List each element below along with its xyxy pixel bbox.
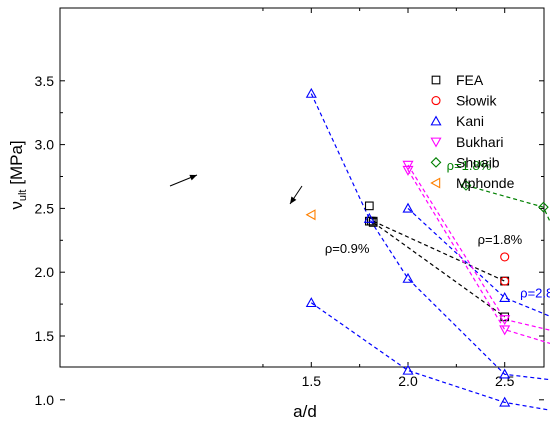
legend-marker-mphonde [430, 177, 441, 189]
mphonde-data-point [305, 209, 316, 221]
y-axis-label-main: ν [7, 201, 26, 210]
kani-data-point [499, 396, 511, 407]
legend-label-kani: Kani [456, 113, 484, 129]
y-tick-label: 2.0 [35, 264, 55, 280]
y-axis-label-unit: [MPa] [7, 140, 26, 189]
annotations-layer: ρ=1.8%ρ=1.8%ρ=0.9%ρ=2.8%ρ=1.1%ρ=0.9%ρ=1.… [169, 158, 550, 301]
kani-data-point [402, 364, 414, 375]
shuaib-data-point [538, 201, 549, 213]
legend: FEA Słowik Kani Bukhari Shuaib Mphonde [430, 72, 515, 191]
kani-data-point [305, 297, 317, 308]
annotation-label: ρ=0.9% [325, 241, 370, 256]
x-tick-label: 1.5 [302, 373, 322, 389]
kani-data-point [363, 212, 375, 223]
shuaib-data-point [460, 180, 472, 191]
legend-label-shuaib: Shuaib [456, 154, 500, 170]
legend-label-fea: FEA [456, 72, 484, 88]
kani-data-point [305, 87, 317, 98]
annotation-arrow-head [290, 196, 297, 204]
series-lines-layer [310, 93, 550, 411]
s-owik-data-point [500, 252, 510, 262]
y-tick-label: 1.0 [35, 392, 55, 408]
kani-data-point [402, 272, 414, 283]
annotation-label: ρ=1.8% [478, 232, 523, 247]
fea-series-line [372, 221, 506, 318]
bukhari-data-point [499, 315, 511, 326]
annotation-label: ρ=1.8% [447, 158, 492, 173]
legend-marker-shuaib [430, 157, 442, 168]
legend-label-bukhari: Bukhari [456, 134, 503, 150]
legend-marker-bukhari [430, 137, 442, 148]
annotation-label: ρ=2.8% [520, 286, 550, 301]
kani-series-line [310, 93, 550, 381]
legend-label-s-owik: Słowik [456, 93, 497, 109]
fea-series-line [372, 220, 505, 282]
x-tick-label: 2.5 [495, 373, 515, 389]
kani-data-point [402, 202, 414, 213]
x-tick-label: 2.0 [398, 373, 418, 389]
kani-data-point [499, 368, 511, 379]
x-axis-label: a/d [293, 402, 317, 421]
y-axis-label-sub: ult [17, 190, 29, 202]
s-owik-data-point [500, 276, 510, 286]
bukhari-series-line [407, 164, 550, 331]
bukhari-data-point [402, 160, 414, 171]
kani-data-point [499, 291, 511, 302]
legend-marker-kani [430, 115, 442, 126]
bukhari-data-point [402, 165, 414, 176]
y-axis-label: νult [MPa] [7, 140, 29, 209]
data-points-layer [305, 87, 549, 407]
y-tick-label: 3.5 [35, 73, 55, 89]
plot-frame [59, 7, 545, 368]
fea-data-point [364, 201, 374, 211]
y-tick-label: 1.5 [35, 328, 55, 344]
shuaib-series-line [465, 184, 550, 224]
axes-layer: 1.52.02.53.03.51.01.52.02.53.03.5 [35, 7, 545, 408]
y-tick-label: 3.0 [35, 137, 55, 153]
bukhari-data-point [499, 325, 511, 336]
annotation-arrow-head [189, 174, 197, 181]
y-tick-label: 2.5 [35, 200, 55, 216]
legend-marker-s-owik [431, 96, 441, 106]
kani-series-line [407, 207, 550, 317]
legend-label-mphonde: Mphonde [456, 175, 515, 191]
legend-marker-fea [431, 75, 441, 85]
bukhari-series-line [407, 169, 550, 344]
kani-series-line [310, 302, 550, 411]
